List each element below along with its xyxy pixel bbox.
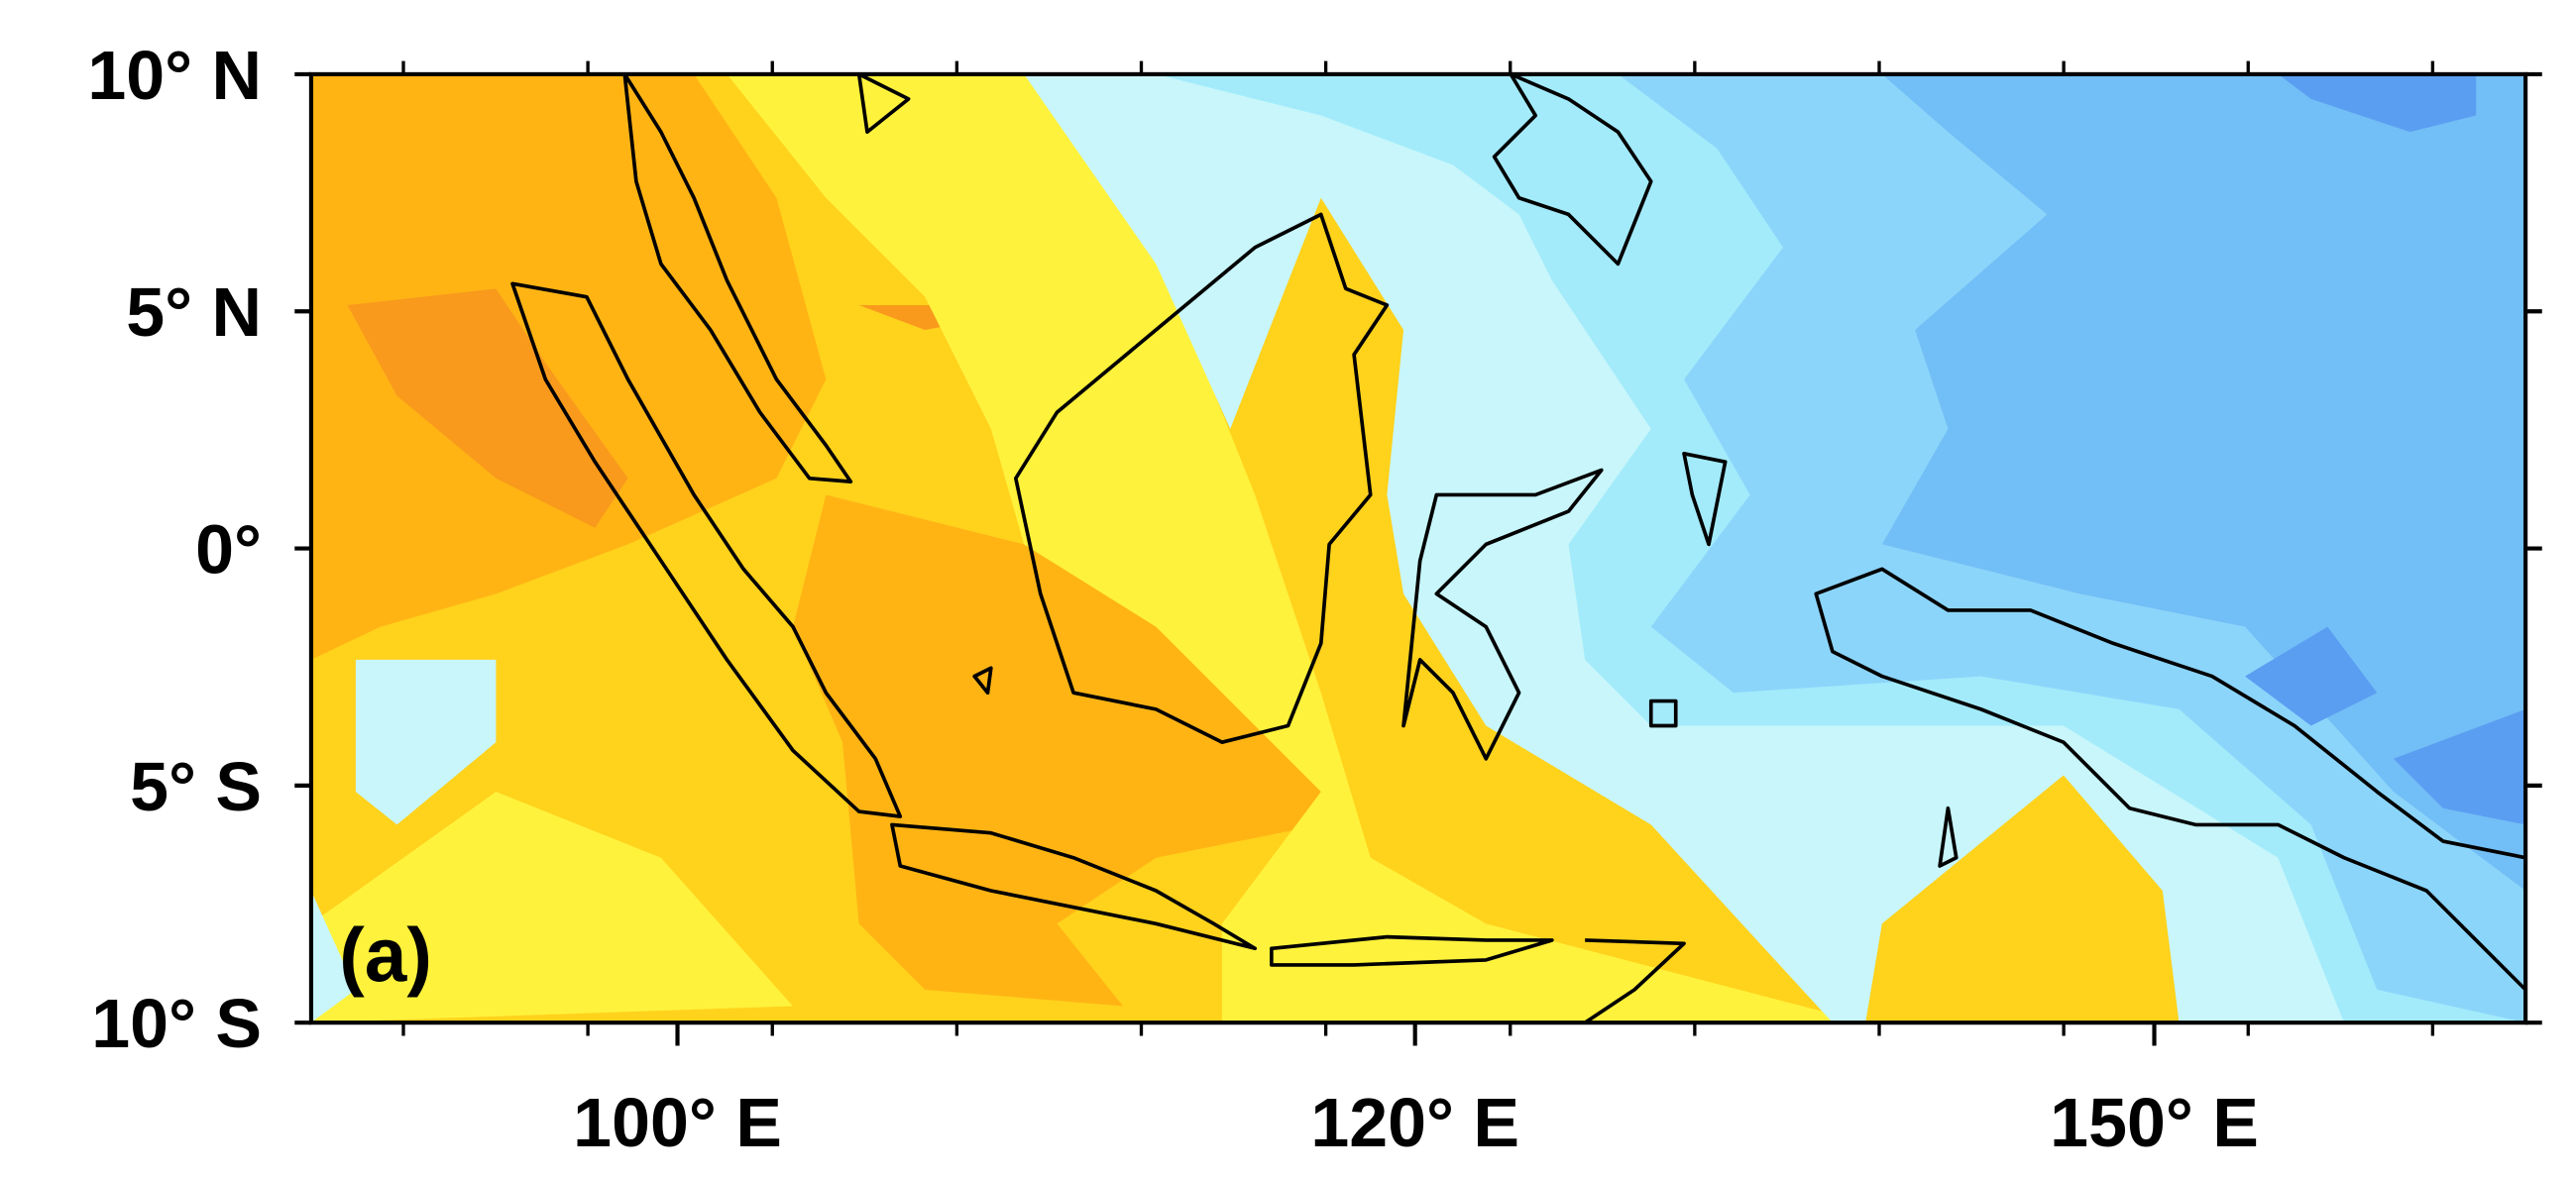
contour-dark-blue	[2393, 708, 2526, 825]
contour-light-cyan	[355, 659, 497, 825]
y-tick-label: 5° N	[126, 273, 262, 351]
y-tick-label: 10° S	[91, 985, 262, 1062]
coastline-lesser-sunda	[1270, 934, 1686, 1023]
coastlines	[510, 73, 2526, 1023]
contour-yellow	[727, 73, 1866, 1023]
coastline-malay	[622, 73, 853, 483]
x-tick-label: 150° E	[2050, 1084, 2259, 1161]
coastline-borneo	[1013, 212, 1390, 744]
contour-dark-blue	[2245, 626, 2378, 726]
contour-dark-orange	[347, 288, 628, 528]
coastline-java	[890, 822, 1258, 951]
contour-orange	[793, 494, 1321, 1007]
x-tick-label: 100° E	[573, 1084, 782, 1161]
y-tick-label: 10° N	[87, 37, 262, 114]
contour-dark-blue	[2278, 73, 2477, 133]
coastline-philippines	[1492, 73, 1653, 267]
contour-light-cyan	[310, 890, 356, 1023]
coastline-sulawesi	[1401, 468, 1604, 761]
contour-orange	[310, 73, 827, 660]
y-tick-label: 5° S	[130, 748, 262, 825]
contour-field	[310, 73, 2526, 1023]
axes: 10° N 5° N 0° 5° S 10° S 100° E 120° E 150° E	[87, 37, 2542, 1161]
coastline-sumatra	[510, 281, 903, 818]
coastline-new-guinea	[1814, 567, 2526, 992]
coastline-islands	[856, 73, 1959, 868]
y-tick-label: 0°	[195, 511, 262, 589]
x-tick-label: 120° E	[1310, 1084, 1519, 1161]
panel-label: (a)	[339, 914, 432, 999]
contour-yellow	[310, 792, 794, 1023]
